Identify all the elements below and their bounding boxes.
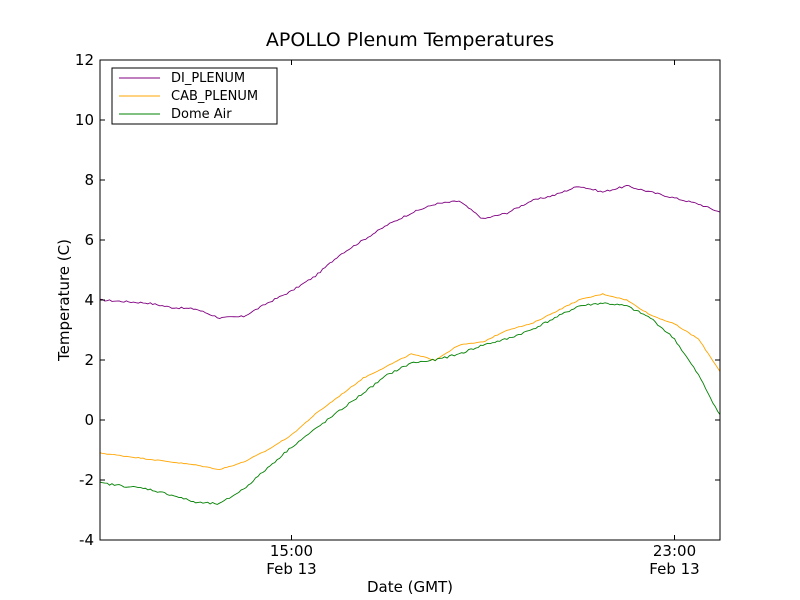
legend-label-cab-plenum: CAB_PLENUM xyxy=(171,89,258,104)
x-tick-label-time: 15:00 xyxy=(270,542,313,560)
y-axis-label: Temperature (C) xyxy=(55,239,73,362)
x-tick-label-time: 23:00 xyxy=(653,542,696,560)
series-line-di-plenum xyxy=(100,185,720,319)
x-tick-label-date: Feb 13 xyxy=(649,560,699,578)
y-tick-label: 2 xyxy=(84,351,94,369)
y-tick-label: -4 xyxy=(79,531,94,549)
series-layer xyxy=(100,185,720,505)
series-line-dome-air xyxy=(100,302,720,505)
y-tick-label: 10 xyxy=(75,111,94,129)
legend-label-dome-air: Dome Air xyxy=(171,107,232,122)
chart-title: APOLLO Plenum Temperatures xyxy=(266,29,554,51)
y-tick-label: 6 xyxy=(84,231,94,249)
legend-label-di-plenum: DI_PLENUM xyxy=(171,71,245,86)
y-tick-label: 0 xyxy=(84,411,94,429)
y-tick-label: 8 xyxy=(84,171,94,189)
y-tick-label: 12 xyxy=(75,51,94,69)
legend: DI_PLENUM CAB_PLENUM Dome Air xyxy=(111,67,278,125)
x-tick-label-date: Feb 13 xyxy=(266,560,316,578)
y-tick-label: 4 xyxy=(84,291,94,309)
x-axis-label: Date (GMT) xyxy=(367,578,453,596)
y-tick-label: -2 xyxy=(79,471,94,489)
series-line-cab-plenum xyxy=(100,293,720,470)
